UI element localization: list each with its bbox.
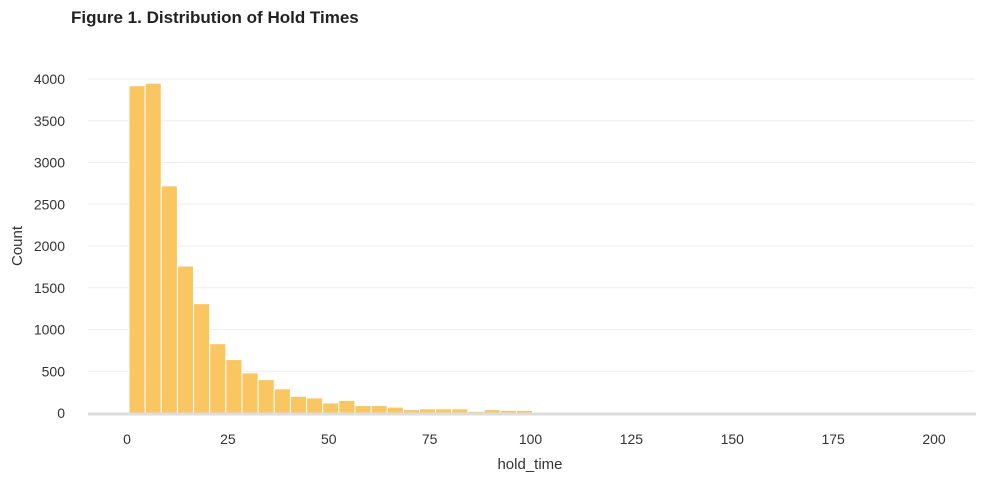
bar-14 [354,404,372,414]
bar-3 [176,265,195,414]
y-tick-500: 500 [42,363,66,379]
x-tick-75: 75 [422,431,438,447]
chart-title: Figure 1. Distribution of Hold Times [71,8,359,27]
bar-16 [386,406,404,414]
bar-7 [241,372,259,414]
bar-15 [370,404,388,414]
bar-0 [128,85,146,414]
y-tick-2000: 2000 [34,238,65,254]
x-axis-label: hold_time [497,456,562,473]
x-tick-25: 25 [220,431,236,447]
bar-11 [306,397,324,414]
x-tick-labels: 0 25 50 75 100 125 150 175 200 [123,431,946,447]
y-tick-0: 0 [57,405,65,421]
bar-19 [435,408,453,414]
x-tick-200: 200 [922,431,946,447]
y-tick-3500: 3500 [34,113,65,129]
bar-1 [144,82,162,414]
gridlines [88,78,974,372]
x-tick-175: 175 [821,431,845,447]
bar-8 [257,379,275,414]
bar-6 [225,359,243,414]
x-tick-150: 150 [721,431,745,447]
bar-17 [402,409,421,414]
y-tick-3000: 3000 [34,155,65,171]
bar-22 [483,409,501,414]
x-tick-50: 50 [321,431,337,447]
x-tick-100: 100 [519,431,543,447]
bar-10 [289,395,308,414]
bar-4 [193,303,211,414]
bar-9 [273,388,291,414]
bar-13 [338,399,356,414]
y-tick-labels: 0 500 1000 1500 2000 2500 3000 3500 4000 [34,71,65,421]
y-tick-1500: 1500 [34,280,65,296]
bar-5 [209,343,227,414]
x-tick-0: 0 [123,431,131,447]
y-tick-4000: 4000 [34,71,65,87]
bar-12 [322,402,340,414]
y-tick-2500: 2500 [34,196,65,212]
bar-20 [451,408,469,414]
y-tick-1000: 1000 [34,322,65,338]
bar-18 [419,408,437,414]
y-axis-label: Count [9,225,26,266]
bar-2 [160,185,178,414]
x-tick-125: 125 [620,431,644,447]
bars [128,82,937,414]
